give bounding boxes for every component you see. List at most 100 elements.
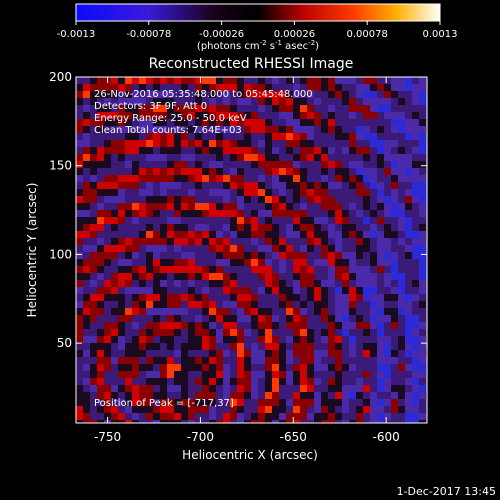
heatmap-cell <box>174 371 181 378</box>
heatmap-cell <box>167 77 174 84</box>
heatmap-cell <box>314 371 321 378</box>
heatmap-cell <box>104 224 111 231</box>
heatmap-cell <box>188 112 195 119</box>
heatmap-cell <box>405 280 412 287</box>
heatmap-cell <box>83 182 90 189</box>
heatmap-cell <box>125 273 132 280</box>
heatmap-cell <box>363 119 370 126</box>
heatmap-cell <box>265 238 272 245</box>
heatmap-cell <box>279 245 286 252</box>
heatmap-cell <box>377 112 384 119</box>
heatmap-cell <box>307 98 314 105</box>
heatmap-cell <box>300 259 307 266</box>
heatmap-cell <box>125 126 132 133</box>
heatmap-cell <box>202 196 209 203</box>
heatmap-cell <box>181 420 188 423</box>
heatmap-cell <box>216 84 223 91</box>
heatmap-cell <box>104 203 111 210</box>
heatmap-cell <box>209 273 216 280</box>
heatmap-cell <box>356 252 363 259</box>
heatmap-cell <box>132 168 139 175</box>
heatmap-cell <box>167 238 174 245</box>
heatmap-cell <box>244 196 251 203</box>
heatmap-cell <box>405 378 412 385</box>
heatmap-cell <box>146 105 153 112</box>
heatmap-cell <box>251 266 258 273</box>
heatmap-cell <box>216 315 223 322</box>
heatmap-cell <box>405 112 412 119</box>
heatmap-cell <box>384 133 391 140</box>
heatmap-cell <box>132 308 139 315</box>
heatmap-cell <box>384 119 391 126</box>
heatmap-cell <box>146 189 153 196</box>
heatmap-cell <box>132 273 139 280</box>
heatmap-cell <box>83 203 90 210</box>
heatmap-cell <box>398 119 405 126</box>
heatmap-cell <box>300 147 307 154</box>
heatmap-cell <box>188 329 195 336</box>
heatmap-cell <box>258 406 265 413</box>
heatmap-cell <box>174 189 181 196</box>
heatmap-cell <box>125 77 132 84</box>
heatmap-cell <box>405 392 412 399</box>
heatmap-cell <box>167 91 174 98</box>
heatmap-cell <box>90 77 97 84</box>
heatmap-cell <box>286 315 293 322</box>
heatmap-cell <box>90 140 97 147</box>
heatmap-cell <box>139 133 146 140</box>
heatmap-cell <box>286 357 293 364</box>
heatmap-cell <box>111 315 118 322</box>
heatmap-cell <box>125 98 132 105</box>
heatmap-cell <box>391 364 398 371</box>
heatmap-cell <box>363 364 370 371</box>
heatmap-cell <box>181 140 188 147</box>
heatmap-cell <box>265 224 272 231</box>
heatmap-cell <box>328 266 335 273</box>
heatmap-cell <box>251 301 258 308</box>
heatmap-cell <box>237 189 244 196</box>
heatmap-cell <box>83 287 90 294</box>
heatmap-cell <box>216 245 223 252</box>
heatmap-cell <box>188 378 195 385</box>
heatmap-cell <box>237 231 244 238</box>
heatmap-cell <box>174 203 181 210</box>
heatmap-cell <box>370 259 377 266</box>
heatmap-cell <box>293 294 300 301</box>
heatmap-cell <box>202 133 209 140</box>
heatmap-cell <box>279 343 286 350</box>
heatmap-cell <box>188 336 195 343</box>
heatmap-cell <box>160 294 167 301</box>
heatmap-cell <box>405 119 412 126</box>
heatmap-cell <box>118 385 125 392</box>
heatmap-cell <box>356 399 363 406</box>
heatmap-cell <box>272 112 279 119</box>
heatmap-cell <box>132 420 139 423</box>
heatmap-cell <box>391 322 398 329</box>
heatmap-cell <box>370 364 377 371</box>
heatmap-cell <box>412 175 419 182</box>
heatmap-cell <box>216 161 223 168</box>
heatmap-cell <box>398 259 405 266</box>
heatmap-cell <box>300 350 307 357</box>
heatmap-cell <box>293 329 300 336</box>
heatmap-cell <box>244 91 251 98</box>
heatmap-cell <box>76 336 83 343</box>
heatmap-cell <box>300 182 307 189</box>
heatmap-cell <box>230 259 237 266</box>
heatmap-cell <box>139 385 146 392</box>
heatmap-cell <box>104 168 111 175</box>
heatmap-cell <box>202 126 209 133</box>
heatmap-cell <box>223 161 230 168</box>
heatmap-cell <box>314 329 321 336</box>
heatmap-cell <box>153 98 160 105</box>
heatmap-cell <box>251 343 258 350</box>
heatmap-cell <box>90 182 97 189</box>
heatmap-cell <box>181 364 188 371</box>
heatmap-cell <box>412 294 419 301</box>
heatmap-cell <box>181 217 188 224</box>
heatmap-cell <box>76 420 83 423</box>
heatmap-cell <box>405 196 412 203</box>
heatmap-cell <box>174 294 181 301</box>
heatmap-cell <box>293 147 300 154</box>
heatmap-cell <box>307 287 314 294</box>
